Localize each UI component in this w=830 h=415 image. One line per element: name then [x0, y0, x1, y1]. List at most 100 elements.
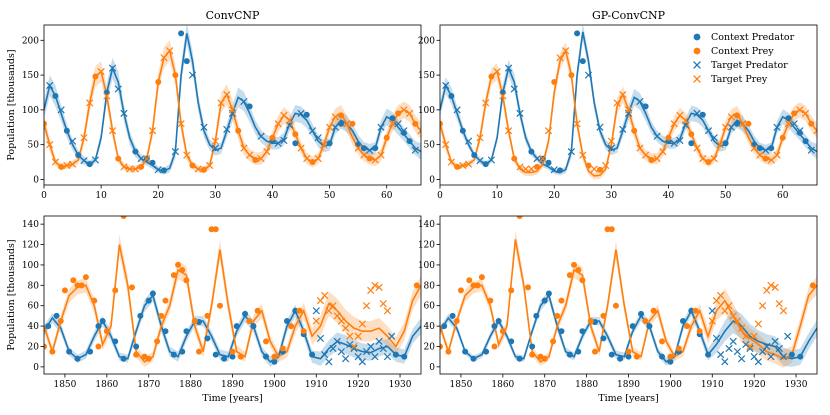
- target-predator-point: [771, 337, 779, 346]
- target-prey-point: [556, 54, 564, 62]
- y-tick-label: 40: [424, 322, 436, 332]
- target-predator-point: [240, 97, 248, 106]
- context-predator-point: [516, 355, 523, 362]
- y-tick-label: 60: [28, 302, 40, 312]
- predator-uncertainty-band: [44, 289, 421, 367]
- context-prey-point: [229, 348, 236, 355]
- target-prey-point: [263, 147, 271, 156]
- context-prey-point: [189, 162, 196, 169]
- target-predator-point: [721, 358, 729, 366]
- context-predator-point: [462, 348, 469, 355]
- y-tick-label: 0: [429, 363, 435, 373]
- predator-uncertainty-band: [44, 25, 421, 175]
- target-prey-point: [544, 127, 553, 135]
- target-prey-point: [539, 154, 547, 163]
- target-prey-point: [708, 317, 716, 325]
- target-predator-point: [712, 334, 721, 342]
- x-tick-label: 40: [267, 191, 279, 201]
- target-predator-point: [476, 157, 484, 165]
- target-prey-point: [316, 296, 325, 305]
- target-predator-point: [727, 123, 735, 131]
- x-tick-label: 10: [491, 191, 503, 201]
- context-prey-point: [366, 155, 373, 162]
- x-tick-label: 1860: [491, 380, 514, 390]
- context-predator-point: [558, 328, 565, 335]
- target-predator-point: [188, 71, 197, 79]
- y-tick-label: 0: [33, 175, 39, 185]
- target-predator-point: [693, 109, 701, 117]
- target-prey-point: [383, 307, 392, 315]
- target-prey-point: [346, 332, 354, 340]
- target-prey-point: [527, 165, 536, 173]
- context-predator-point: [441, 323, 448, 330]
- context-predator-point: [659, 353, 666, 360]
- target-prey-point: [160, 54, 168, 62]
- target-predator-point: [57, 106, 65, 114]
- context-predator-point: [145, 297, 152, 304]
- y-tick-label: 140: [22, 220, 39, 230]
- target-prey-point: [737, 324, 746, 332]
- context-prey-point: [204, 312, 211, 319]
- target-predator-point: [733, 347, 742, 356]
- target-prey-point: [721, 307, 729, 315]
- target-predator-point: [758, 347, 767, 356]
- context-prey-point: [246, 317, 253, 324]
- target-prey-point: [482, 99, 490, 107]
- target-predator-point: [171, 147, 180, 156]
- context-predator-point: [263, 353, 270, 360]
- target-prey-point: [63, 161, 71, 170]
- target-prey-point: [148, 127, 157, 135]
- context-predator-point: [120, 355, 127, 362]
- context-predator-point: [617, 355, 624, 362]
- target-prey-point: [331, 113, 339, 121]
- y-tick-label: 20: [424, 342, 436, 352]
- context-prey-point: [612, 302, 619, 309]
- x-tick-label: 60: [777, 191, 789, 201]
- context-prey-point: [44, 120, 47, 127]
- target-predator-point: [91, 156, 100, 164]
- context-prey-point: [600, 312, 607, 319]
- context-predator-point: [802, 138, 809, 145]
- context-predator-point: [556, 167, 563, 174]
- target-prey-point: [522, 165, 530, 173]
- target-prey-point: [773, 151, 781, 159]
- context-prey-point: [179, 267, 186, 274]
- target-prey-point: [442, 141, 450, 149]
- target-predator-point: [453, 106, 461, 114]
- context-predator-point: [292, 140, 299, 147]
- context-prey-point: [487, 297, 494, 304]
- x-tick-label: 1880: [575, 380, 598, 390]
- target-predator-point: [504, 64, 513, 72]
- x-tick-label: 1870: [137, 380, 160, 390]
- plot-area: [440, 25, 817, 180]
- context-prey-point: [95, 343, 102, 350]
- target-prey-point: [329, 302, 337, 310]
- target-predator-point: [211, 144, 219, 152]
- context-predator-point: [75, 152, 82, 159]
- target-prey-point: [653, 154, 661, 163]
- target-predator-point: [411, 146, 419, 154]
- target-predator-point: [394, 120, 402, 128]
- context-prey-point: [200, 166, 207, 173]
- target-predator-point: [350, 344, 358, 353]
- target-prey-point: [716, 141, 724, 149]
- context-predator-point: [625, 353, 632, 360]
- target-prey-point: [377, 151, 385, 159]
- x-tick-label: 1930: [389, 380, 412, 390]
- context-prey-point: [579, 277, 586, 284]
- target-predator-point: [619, 125, 627, 133]
- context-prey-point: [383, 134, 390, 141]
- context-predator-point: [688, 307, 695, 314]
- target-prey-point: [379, 300, 387, 308]
- context-prey-point: [554, 312, 561, 319]
- target-predator-point: [704, 127, 713, 135]
- context-prey-point: [587, 317, 594, 324]
- target-prey-point: [754, 320, 762, 328]
- context-prey-point: [78, 282, 85, 289]
- context-predator-point: [400, 129, 407, 136]
- y-tick-label: 100: [22, 106, 39, 116]
- target-prey-point: [579, 151, 587, 159]
- context-prey-point: [70, 277, 77, 284]
- context-predator-point: [74, 355, 81, 362]
